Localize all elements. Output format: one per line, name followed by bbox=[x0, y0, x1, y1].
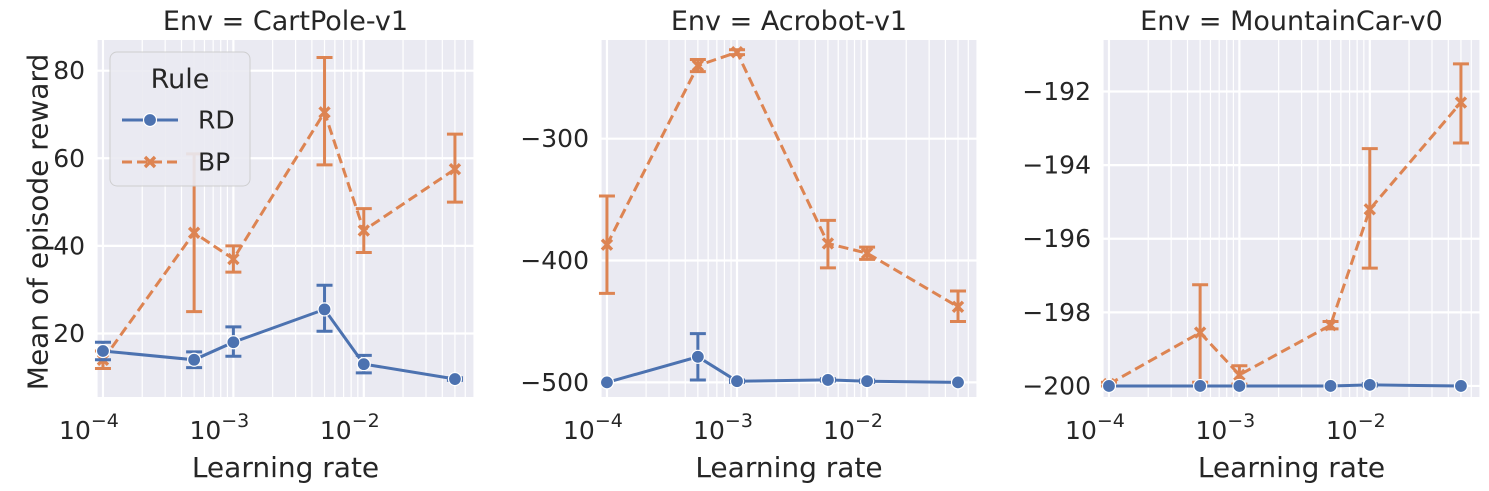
series-bp bbox=[598, 45, 966, 323]
data-point-bp bbox=[357, 224, 370, 237]
series-line-rd bbox=[102, 307, 456, 381]
data-point-rd bbox=[447, 371, 463, 387]
data-point-bp bbox=[600, 238, 614, 251]
data-point-bp bbox=[1324, 319, 1337, 332]
panel-2: Env = Acrobot-v1 −300 −400 −500 10−4 10−3 10−2… bbox=[520, 6, 978, 484]
x-tick-label: 10−3 bbox=[1195, 410, 1255, 445]
series-rd bbox=[94, 283, 463, 387]
data-point-bp bbox=[860, 247, 874, 260]
y-tick-label: −300 bbox=[520, 124, 589, 153]
data-point-rd bbox=[1193, 378, 1208, 394]
data-point-bp bbox=[1193, 326, 1207, 339]
x-tick-label: 10−3 bbox=[189, 410, 249, 445]
panel-title: Env = MountainCar-v0 bbox=[1140, 6, 1443, 37]
legend-marker-bp bbox=[143, 155, 157, 169]
data-point-rd bbox=[95, 343, 111, 359]
data-point-rd bbox=[356, 357, 371, 372]
y-tick-label: −200 bbox=[1022, 371, 1091, 400]
data-point-rd bbox=[1232, 378, 1247, 394]
plot-area bbox=[601, 40, 977, 397]
x-tick-label: 10−2 bbox=[823, 410, 883, 445]
data-point-rd bbox=[1101, 378, 1117, 394]
data-point-bp bbox=[227, 252, 240, 266]
y-tick-label: −192 bbox=[1022, 77, 1091, 106]
y-tick-label: 40 bbox=[53, 231, 85, 260]
data-point-rd bbox=[599, 375, 615, 390]
data-point-bp bbox=[951, 300, 965, 314]
panel-title: Env = CartPole-v1 bbox=[163, 6, 408, 37]
panel-1: Env = CartPole-v1 20 40 60 80 10−4 10−3 10−2 Lea… bbox=[53, 6, 475, 484]
data-point-bp bbox=[187, 226, 201, 239]
y-tick-label: −196 bbox=[1022, 224, 1091, 253]
series-line-rd bbox=[1109, 383, 1461, 388]
y-tick-label: −194 bbox=[1022, 151, 1091, 180]
x-axis-label: Learning rate bbox=[192, 451, 379, 484]
legend: Rule RD BP bbox=[109, 51, 251, 187]
panel-3: Env = MountainCar-v0 −192 −194 −196 −198 −200… bbox=[1022, 6, 1481, 484]
data-point-rd bbox=[690, 349, 705, 364]
data-point-bp bbox=[448, 163, 462, 176]
data-point-rd bbox=[226, 335, 241, 350]
x-axis-label: Learning rate bbox=[695, 451, 882, 484]
data-point-rd bbox=[317, 302, 332, 317]
data-point-bp bbox=[821, 237, 835, 250]
y-tick-label: 60 bbox=[53, 144, 85, 173]
y-tick-label: 20 bbox=[53, 319, 85, 348]
data-point-rd bbox=[950, 375, 966, 390]
series-line-rd bbox=[606, 355, 959, 384]
x-tick-label: 10−3 bbox=[693, 410, 753, 445]
panel-title: Env = Acrobot-v1 bbox=[671, 6, 907, 37]
y-axis-label: Mean of episode reward bbox=[22, 54, 55, 390]
y-tick-label: 80 bbox=[53, 56, 85, 85]
data-point-rd bbox=[1362, 377, 1377, 392]
data-point-rd bbox=[1323, 378, 1338, 394]
data-point-rd bbox=[859, 374, 875, 389]
legend-marker-rd bbox=[142, 112, 158, 128]
x-axis-label: Learning rate bbox=[1198, 451, 1385, 484]
data-point-rd bbox=[820, 372, 836, 388]
series-rd bbox=[1101, 377, 1469, 394]
data-point-bp bbox=[1363, 203, 1376, 216]
plot-area bbox=[1103, 40, 1480, 397]
data-point-bp bbox=[730, 45, 744, 59]
x-tick-label: 10−2 bbox=[320, 410, 380, 445]
data-point-bp bbox=[318, 106, 331, 119]
data-point-rd bbox=[1453, 378, 1469, 394]
x-tick-label: 10−4 bbox=[59, 410, 119, 445]
x-tick-label: 10−4 bbox=[1065, 410, 1125, 445]
y-tick-label: −500 bbox=[520, 368, 589, 397]
series-line-bp bbox=[101, 108, 456, 361]
x-tick-label: 10−2 bbox=[1326, 410, 1386, 445]
legend-title: Rule bbox=[151, 64, 210, 95]
series-line-bp bbox=[1108, 101, 1463, 386]
legend-frame bbox=[109, 51, 251, 187]
y-tick-label: −198 bbox=[1022, 298, 1091, 327]
series-line-bp bbox=[605, 50, 959, 309]
legend-label-bp: BP bbox=[198, 148, 230, 177]
legend-label-rd: RD bbox=[198, 106, 235, 135]
data-point-rd bbox=[729, 374, 745, 389]
y-tick-label: −400 bbox=[520, 246, 589, 275]
data-point-rd bbox=[187, 352, 202, 367]
x-tick-label: 10−4 bbox=[563, 410, 623, 445]
series-rd bbox=[599, 332, 966, 390]
data-point-bp bbox=[1454, 96, 1468, 109]
data-point-bp bbox=[1233, 368, 1246, 382]
data-point-bp bbox=[691, 59, 705, 72]
